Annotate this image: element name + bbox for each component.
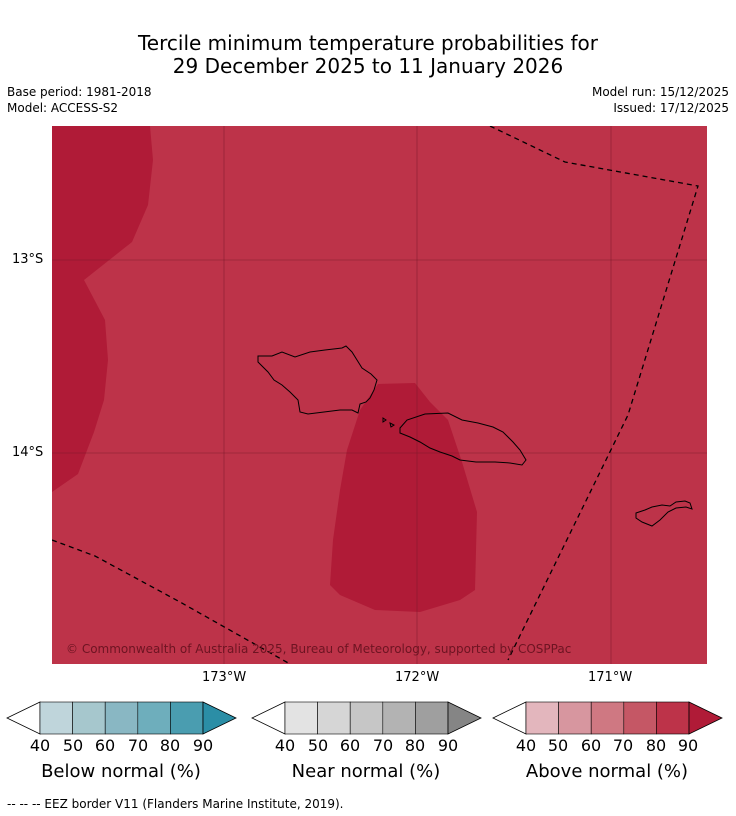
colorbar-segment — [104, 701, 139, 735]
tick-label: 50 — [547, 736, 569, 755]
colorbar-lower-extension — [6, 701, 41, 735]
colorbar-segment — [349, 701, 384, 735]
coastline — [257, 345, 693, 527]
colorbar-segment — [39, 701, 73, 735]
tick-label: 70 — [612, 736, 634, 755]
colorbar-segment — [382, 701, 416, 735]
colorbar-upper-extension — [202, 701, 237, 735]
tick-label: 80 — [159, 736, 181, 755]
issued-date: Issued: 17/12/2025 — [613, 101, 729, 115]
colorbar-segment — [590, 701, 625, 735]
tick-label: 60 — [94, 736, 116, 755]
tick-label: 60 — [339, 736, 361, 755]
colorbar-segment — [170, 701, 204, 735]
tick-label: 90 — [677, 736, 699, 755]
colorbar-segment — [623, 701, 657, 735]
colorbar-segment — [415, 701, 449, 735]
title-line-1: Tercile minimum temperature probabilitie… — [137, 31, 599, 55]
tick-label: 60 — [580, 736, 602, 755]
colorbar-above — [492, 701, 723, 735]
colorbar-segment — [656, 701, 690, 735]
tick-label: 40 — [274, 736, 296, 755]
model-run: Model run: 15/12/2025 — [591, 85, 729, 99]
tutuila-island — [635, 500, 693, 527]
tick-label: 50 — [307, 736, 329, 755]
lat-label-14s: 14°S — [12, 445, 44, 460]
lon-label-171w: 171°W — [588, 670, 633, 685]
lon-label-173w: 173°W — [202, 670, 247, 685]
dark-region-west — [52, 126, 153, 492]
colorbar-segment — [317, 701, 351, 735]
eez-legend-note: -- -- -- EEZ border V11 (Flanders Marine… — [7, 797, 344, 811]
colorbar-lower-extension — [251, 701, 286, 735]
tick-label: 40 — [515, 736, 537, 755]
eez-border — [52, 126, 699, 664]
colorbar-upper-extension — [447, 701, 482, 735]
colorbar-below — [6, 701, 237, 735]
model-name: Model: ACCESS-S2 — [7, 101, 119, 115]
title-line-2: 29 December 2025 to 11 January 2026 — [172, 54, 564, 78]
colorbar-near-title: Near normal (%) — [291, 761, 441, 782]
tick-label: 80 — [645, 736, 667, 755]
savaii-island — [257, 345, 378, 415]
tick-label: 80 — [404, 736, 426, 755]
tick-label: 90 — [192, 736, 214, 755]
apolima-island — [389, 422, 395, 428]
tick-label: 90 — [437, 736, 459, 755]
upolu-island — [399, 412, 527, 466]
manono-island — [382, 417, 387, 423]
colorbar-segment — [558, 701, 592, 735]
base-period: Base period: 1981-2018 — [7, 85, 152, 99]
graticule — [52, 126, 707, 664]
colorbar-lower-extension — [492, 701, 527, 735]
colorbar-segment — [284, 701, 318, 735]
copyright-text: © Commonwealth of Australia 2025, Bureau… — [66, 642, 571, 656]
tick-label: 70 — [127, 736, 149, 755]
colorbar-near — [251, 701, 482, 735]
colorbar-segment — [525, 701, 559, 735]
colorbar-below-title: Below normal (%) — [41, 761, 201, 782]
tick-label: 70 — [372, 736, 394, 755]
tick-label: 40 — [29, 736, 51, 755]
tick-label: 50 — [62, 736, 84, 755]
colorbar-above-title: Above normal (%) — [525, 761, 689, 782]
colorbar-segment — [72, 701, 106, 735]
dark-region-center — [330, 383, 477, 612]
lat-label-13s: 13°S — [12, 252, 44, 267]
colorbar-segment — [137, 701, 171, 735]
lon-label-172w: 172°W — [395, 670, 440, 685]
colorbar-upper-extension — [688, 701, 723, 735]
